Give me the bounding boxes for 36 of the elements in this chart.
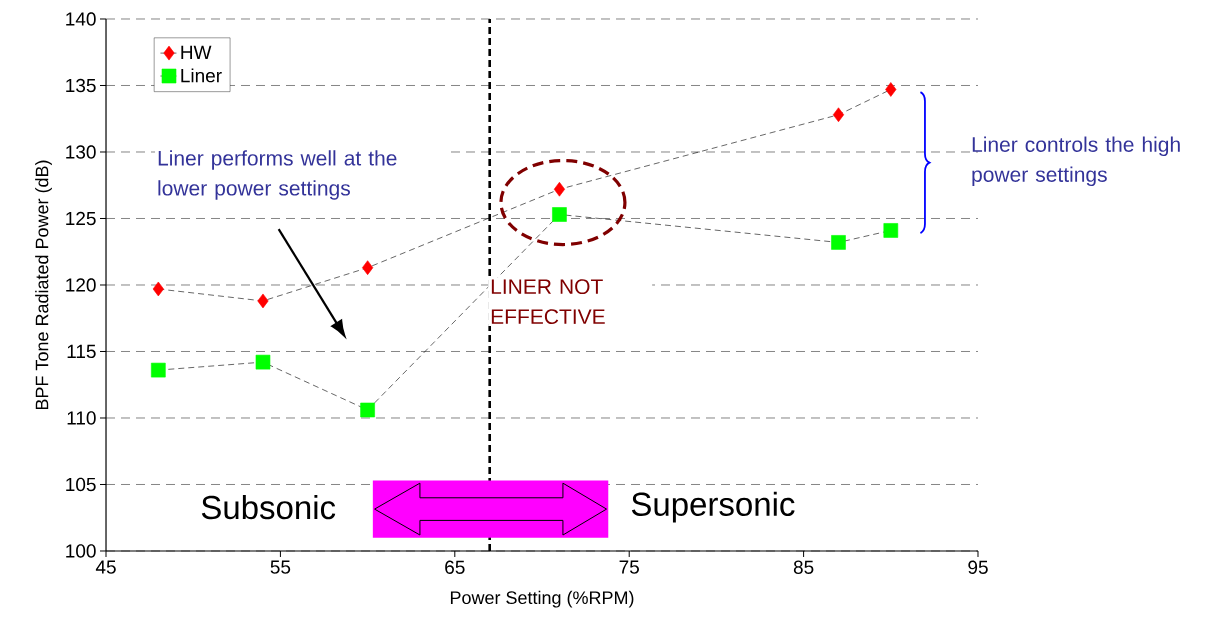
y-tick-label: 110 <box>67 411 96 425</box>
y-tick-label: 120 <box>66 278 96 292</box>
legend-label: Liner <box>181 68 222 83</box>
point <box>885 82 897 97</box>
point <box>552 207 567 222</box>
x-tick-label: 45 <box>95 560 116 574</box>
point <box>883 223 899 238</box>
point <box>832 107 845 123</box>
x-tick-label: 75 <box>619 560 639 574</box>
y-tick-label: 135 <box>66 78 96 93</box>
point <box>553 181 565 197</box>
x-tick-label: 55 <box>270 560 291 574</box>
x-axis-title: Power Setting (%RPM) <box>450 590 634 608</box>
point <box>255 354 271 370</box>
point <box>360 402 375 418</box>
y-tick-label: 125 <box>66 211 96 226</box>
y-tick-label: 140 <box>66 12 96 26</box>
annotation: Liner controls the high power settings <box>972 136 1180 187</box>
x-tick-label: 65 <box>445 560 465 574</box>
point <box>362 260 374 275</box>
annotation: Supersonic <box>631 491 795 523</box>
y-axis-title: BPF Tone Radiated Power (dB) <box>35 160 52 410</box>
point <box>152 281 164 297</box>
point <box>257 293 269 309</box>
x-tick-label: 85 <box>793 560 814 574</box>
y-tick-label: 100 <box>66 544 96 558</box>
y-tick-label: 115 <box>67 344 96 359</box>
annotation: LINER NOT EFFECTIVE <box>491 279 605 325</box>
point <box>151 362 166 378</box>
legend-label: HW <box>181 45 212 59</box>
annotation: Subsonic <box>201 494 336 520</box>
annotation: Liner performs well at the lower power settings <box>158 150 397 200</box>
point <box>831 235 846 250</box>
y-tick-label: 105 <box>66 477 96 492</box>
y-tick-label: 130 <box>66 145 96 159</box>
x-tick-label: 95 <box>968 560 988 574</box>
